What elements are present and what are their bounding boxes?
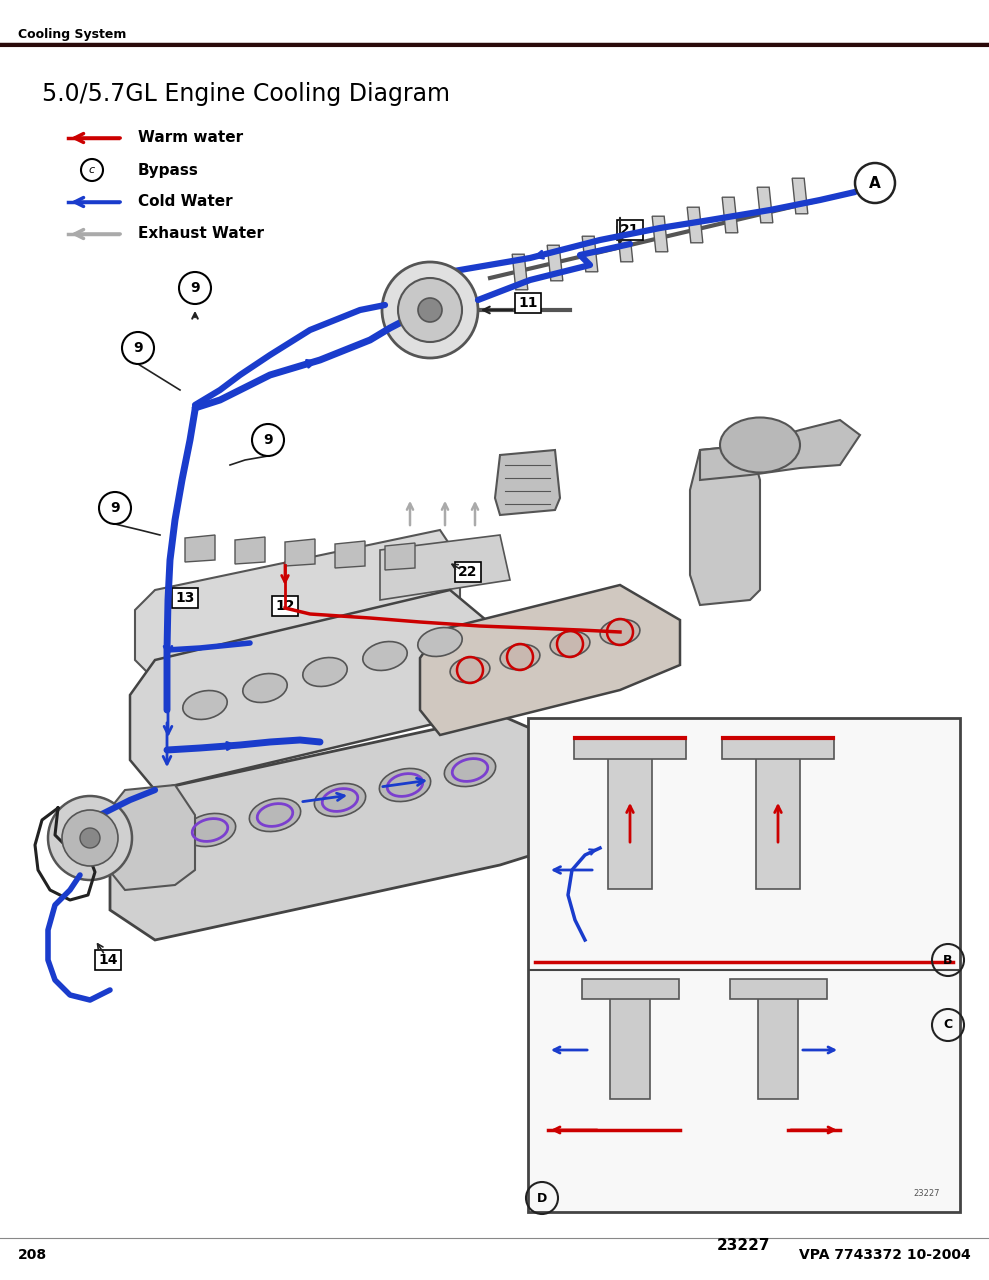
Polygon shape <box>130 590 510 790</box>
Polygon shape <box>547 246 563 280</box>
Text: 5.0/5.7GL Engine Cooling Diagram: 5.0/5.7GL Engine Cooling Diagram <box>42 82 450 106</box>
Text: Bypass: Bypass <box>138 163 199 178</box>
Circle shape <box>398 278 462 342</box>
Ellipse shape <box>183 690 227 719</box>
Ellipse shape <box>600 620 640 645</box>
Text: 9: 9 <box>190 282 200 294</box>
Polygon shape <box>285 539 315 566</box>
Text: 23227: 23227 <box>914 1189 940 1198</box>
FancyBboxPatch shape <box>730 979 827 998</box>
Text: 9: 9 <box>110 500 120 515</box>
Circle shape <box>382 262 478 358</box>
Polygon shape <box>690 445 760 605</box>
FancyBboxPatch shape <box>528 718 960 1212</box>
Ellipse shape <box>249 799 301 832</box>
Polygon shape <box>185 535 215 562</box>
Text: B: B <box>944 954 952 966</box>
Polygon shape <box>512 255 528 289</box>
Ellipse shape <box>500 644 540 669</box>
Polygon shape <box>335 541 365 568</box>
Polygon shape <box>617 227 633 262</box>
Text: VPA 7743372 10-2004: VPA 7743372 10-2004 <box>799 1248 971 1262</box>
Polygon shape <box>583 237 597 271</box>
Polygon shape <box>380 535 510 600</box>
Text: c: c <box>89 165 95 175</box>
FancyBboxPatch shape <box>582 979 679 998</box>
Circle shape <box>252 424 284 456</box>
Text: A: A <box>869 175 881 191</box>
Circle shape <box>48 796 132 881</box>
Polygon shape <box>758 187 772 223</box>
Circle shape <box>122 332 154 364</box>
Ellipse shape <box>380 768 430 801</box>
Ellipse shape <box>363 641 407 671</box>
Text: C: C <box>944 1019 952 1032</box>
Text: 12: 12 <box>275 599 295 613</box>
Polygon shape <box>792 178 808 214</box>
Ellipse shape <box>417 627 462 657</box>
Text: Exhaust Water: Exhaust Water <box>138 227 264 242</box>
Text: 208: 208 <box>18 1248 47 1262</box>
Ellipse shape <box>720 417 800 472</box>
Polygon shape <box>495 451 560 515</box>
Text: Warm water: Warm water <box>138 131 243 146</box>
FancyBboxPatch shape <box>722 737 834 759</box>
Circle shape <box>99 492 131 524</box>
Text: 21: 21 <box>620 223 640 237</box>
Text: 11: 11 <box>518 296 538 310</box>
Text: 13: 13 <box>175 591 195 605</box>
FancyBboxPatch shape <box>610 997 650 1100</box>
FancyBboxPatch shape <box>608 756 652 890</box>
Ellipse shape <box>315 783 366 817</box>
Ellipse shape <box>450 658 490 682</box>
Circle shape <box>179 271 211 303</box>
Ellipse shape <box>550 631 589 657</box>
FancyBboxPatch shape <box>758 997 798 1100</box>
Text: 9: 9 <box>134 340 142 355</box>
Text: 23227: 23227 <box>717 1238 770 1253</box>
Circle shape <box>80 828 100 847</box>
Polygon shape <box>652 216 668 252</box>
Text: Cooling System: Cooling System <box>18 28 127 41</box>
Circle shape <box>62 810 118 867</box>
Text: Cold Water: Cold Water <box>138 195 232 210</box>
Polygon shape <box>722 197 738 233</box>
Text: 22: 22 <box>458 564 478 579</box>
Text: D: D <box>537 1192 547 1204</box>
Polygon shape <box>420 585 680 735</box>
Polygon shape <box>385 543 415 570</box>
Polygon shape <box>235 538 265 564</box>
Polygon shape <box>110 716 580 940</box>
FancyBboxPatch shape <box>574 737 686 759</box>
Ellipse shape <box>243 673 287 703</box>
Circle shape <box>418 298 442 323</box>
Polygon shape <box>135 530 460 680</box>
Text: 14: 14 <box>98 954 118 966</box>
Text: 9: 9 <box>263 433 273 447</box>
Ellipse shape <box>184 814 235 846</box>
Ellipse shape <box>303 658 347 686</box>
Polygon shape <box>700 420 860 480</box>
Polygon shape <box>687 207 703 243</box>
Ellipse shape <box>444 754 495 786</box>
FancyBboxPatch shape <box>756 756 800 890</box>
Polygon shape <box>105 785 195 890</box>
